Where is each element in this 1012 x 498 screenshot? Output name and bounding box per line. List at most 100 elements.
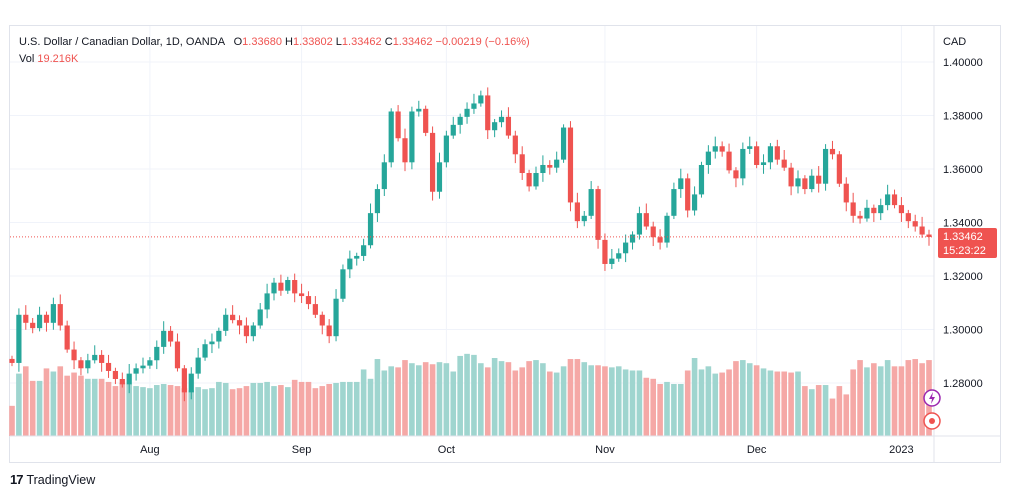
volume-bar [188, 390, 195, 436]
candle-body [891, 194, 898, 206]
candle-body [416, 108, 422, 112]
candle-body [305, 296, 312, 305]
volume-bar [381, 370, 388, 436]
volume-bar [615, 366, 622, 436]
candle-body [285, 280, 291, 291]
volume-bar [843, 394, 850, 436]
candle-body [836, 154, 842, 184]
volume-bar [526, 361, 532, 436]
candle-body [85, 360, 91, 369]
candle-body [919, 226, 925, 235]
volume-bar [450, 371, 457, 436]
dividend-icon[interactable] [923, 412, 941, 430]
open-value: 1.33680 [242, 36, 282, 48]
volume-bar [677, 384, 684, 436]
tradingview-brand[interactable]: 17 TradingView [10, 472, 95, 487]
candle-body [319, 314, 325, 326]
volume-bar [105, 381, 112, 436]
candle-body [726, 151, 732, 171]
volume-bar [877, 366, 884, 436]
volume-bar [250, 382, 257, 436]
candle-body [243, 325, 250, 337]
volume-bar [726, 369, 732, 436]
volume-bar [91, 378, 98, 436]
candle-body [733, 170, 739, 179]
candle-body [50, 304, 56, 323]
y-tick-label: 1.30000 [943, 325, 983, 337]
volume-bar [898, 366, 905, 436]
candle-body [512, 135, 518, 155]
candle-body [119, 378, 125, 385]
high-value: 1.33802 [292, 36, 333, 48]
high-label: H [285, 36, 293, 48]
volume-bar [567, 359, 574, 436]
candle-body [30, 322, 36, 329]
volume-bar [36, 380, 43, 436]
candle-body [57, 304, 63, 326]
flash-icon[interactable] [923, 389, 941, 407]
candle-body [574, 202, 580, 222]
candle-body [278, 282, 284, 291]
candle-body [367, 213, 374, 246]
candle-body [457, 116, 463, 125]
tradingview-logo-icon: 17 [10, 472, 24, 487]
candle-body [230, 314, 236, 321]
volume-bar [671, 384, 677, 436]
candle-body [691, 194, 698, 211]
candle-body [616, 253, 622, 259]
volume-bar [181, 388, 188, 436]
volume-bar [519, 367, 526, 436]
candle-body [705, 151, 711, 165]
volume-bar [733, 361, 739, 436]
candle-body [292, 280, 298, 294]
volume-bar [491, 358, 498, 436]
volume-bar [174, 386, 181, 436]
volume-bar [540, 363, 546, 436]
volume-bar [167, 385, 174, 436]
volume-bar [512, 370, 519, 436]
volume-bar [802, 386, 808, 436]
volume-bar [829, 398, 836, 436]
volume-bar [71, 372, 77, 436]
volume-bar [360, 369, 367, 436]
candle-body [436, 162, 443, 192]
candle-body [519, 154, 525, 174]
candle-body [78, 360, 84, 369]
candle-body [533, 173, 539, 187]
time-axis[interactable]: Aug Sep Oct Nov Dec 2023 [140, 444, 914, 456]
volume-bar [140, 387, 146, 436]
volume-bar [160, 384, 167, 436]
candle-body [774, 146, 780, 160]
volume-bar [484, 367, 491, 436]
candle-body [147, 360, 153, 366]
candle-body [767, 146, 774, 163]
candle-body [92, 354, 98, 361]
close-label: C [384, 36, 393, 48]
open-label: O [233, 36, 243, 48]
candle-body [636, 213, 643, 235]
candle-body [16, 314, 22, 363]
candle-body [816, 175, 822, 184]
candle-body [167, 330, 174, 342]
price-axis[interactable]: 1.40000 1.38000 1.36000 1.34000 1.32000 1.300… [943, 57, 983, 390]
candle-body [257, 309, 263, 326]
candle-body [429, 132, 436, 192]
x-tick-label: Nov [595, 444, 615, 456]
candle-body [388, 111, 394, 163]
candle-body [99, 354, 105, 363]
candle-body [878, 205, 884, 214]
candle-body [588, 189, 594, 216]
candle-body [602, 239, 608, 264]
volume-bar [753, 365, 760, 436]
volume-bar [891, 366, 898, 436]
volume-bar [781, 371, 788, 436]
volume-bar [64, 375, 70, 436]
candle-body [209, 341, 215, 345]
candle-body [554, 159, 560, 168]
volume-bar [415, 365, 422, 436]
last-price-value: 1.33462 [943, 231, 983, 243]
volume-bar [298, 381, 305, 436]
volume-bar [312, 388, 319, 436]
candle-body [712, 146, 718, 152]
